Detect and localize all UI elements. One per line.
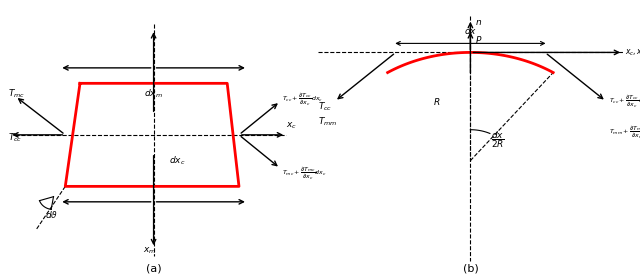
Text: $x_m$: $x_m$ xyxy=(143,245,156,256)
Text: $T_{mm}$: $T_{mm}$ xyxy=(317,116,337,128)
Text: (b): (b) xyxy=(463,264,478,274)
Text: $T_{mc}$: $T_{mc}$ xyxy=(8,87,25,100)
Text: $T_{cc}+\dfrac{\partial T_{cc}}{\partial x_c}dx_c$: $T_{cc}+\dfrac{\partial T_{cc}}{\partial… xyxy=(609,92,640,110)
Text: $T_{mc}+\dfrac{\partial T_{mc}}{\partial x_c}dx_c$: $T_{mc}+\dfrac{\partial T_{mc}}{\partial… xyxy=(282,165,326,182)
Text: $x_c, x_m$: $x_c, x_m$ xyxy=(625,47,640,58)
Text: $x_c$: $x_c$ xyxy=(286,120,297,131)
Text: $n$: $n$ xyxy=(476,18,483,27)
Text: $dx_m$: $dx_m$ xyxy=(144,87,163,100)
Text: $T_{cc}$: $T_{cc}$ xyxy=(317,100,332,113)
Text: (a): (a) xyxy=(146,264,161,274)
Text: $\dfrac{dx}{2R}$: $\dfrac{dx}{2R}$ xyxy=(491,130,505,150)
Text: $T_{mm}+\dfrac{\partial T_{mm}}{\partial x_m}dx_m$: $T_{mm}+\dfrac{\partial T_{mm}}{\partial… xyxy=(609,123,640,141)
Text: $P$: $P$ xyxy=(476,34,483,45)
Text: $d\vartheta$: $d\vartheta$ xyxy=(45,209,58,220)
Text: $R$: $R$ xyxy=(433,96,440,107)
Text: $dx_c$: $dx_c$ xyxy=(169,154,186,167)
Text: $T_{cc}+\dfrac{\partial T_{cc}}{\partial x_c}dx_c$: $T_{cc}+\dfrac{\partial T_{cc}}{\partial… xyxy=(282,90,323,108)
Text: $T_{cc}$: $T_{cc}$ xyxy=(8,131,22,144)
Text: $dx$: $dx$ xyxy=(464,25,477,36)
